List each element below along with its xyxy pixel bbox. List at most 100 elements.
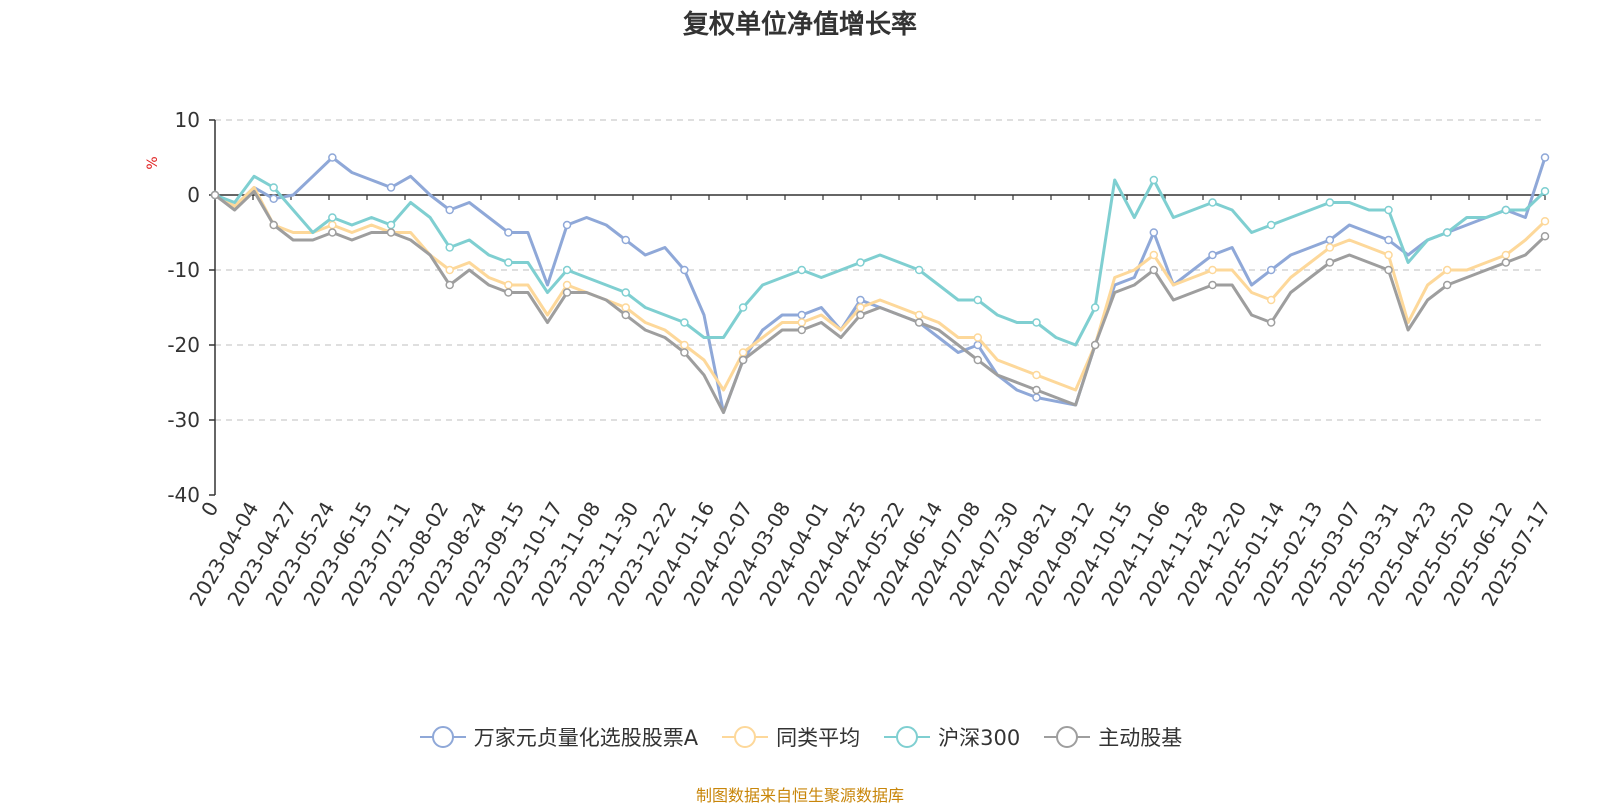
data-point — [856, 295, 865, 305]
data-point — [1325, 243, 1335, 252]
data-point — [1208, 280, 1217, 290]
series-line-2 — [214, 186, 1547, 392]
data-point — [914, 265, 924, 275]
data-point — [621, 235, 630, 245]
data-point — [1090, 340, 1100, 350]
data-point — [797, 265, 807, 275]
y-tick-label: -20 — [167, 333, 200, 357]
grid-lines — [215, 119, 1545, 421]
legend-item[interactable]: 主动股基 — [1042, 722, 1182, 752]
data-point — [1149, 250, 1159, 260]
data-point — [386, 220, 396, 230]
data-point — [1325, 258, 1335, 267]
data-point — [973, 355, 983, 365]
x-origin-label: 0 — [196, 498, 223, 521]
data-point — [328, 153, 337, 162]
legend-label: 主动股基 — [1098, 726, 1183, 750]
data-point — [269, 183, 278, 192]
data-point — [1149, 265, 1159, 275]
data-point — [1266, 265, 1276, 275]
data-point — [914, 310, 924, 320]
data-point — [269, 194, 278, 203]
data-point — [1384, 205, 1393, 215]
data-point — [797, 310, 807, 320]
data-point — [210, 190, 220, 200]
data-point — [1442, 228, 1452, 237]
data-point — [1149, 228, 1159, 237]
legend-marker-icon — [1044, 726, 1091, 748]
y-tick-label: -10 — [167, 258, 200, 282]
data-point — [856, 310, 865, 320]
data-point — [1090, 303, 1100, 312]
data-point — [621, 303, 630, 312]
data-point — [386, 228, 396, 237]
series-line-3 — [214, 174, 1547, 347]
data-point — [1032, 370, 1041, 380]
data-point — [562, 280, 572, 290]
data-point — [562, 265, 572, 275]
data-point — [1325, 235, 1335, 245]
data-point — [680, 348, 689, 357]
data-point — [1501, 250, 1511, 260]
legend-marker-icon — [884, 726, 931, 748]
data-point — [856, 258, 865, 267]
y-tick-label: -30 — [167, 408, 200, 432]
data-point — [1266, 220, 1276, 230]
y-axis-unit-label: % — [145, 156, 161, 169]
data-point — [973, 295, 983, 305]
data-point — [797, 318, 807, 327]
data-point — [1540, 153, 1550, 162]
data-point — [445, 243, 454, 252]
data-point — [621, 288, 630, 297]
data-point — [1384, 235, 1393, 245]
data-point — [1540, 232, 1550, 241]
data-point — [1149, 175, 1159, 185]
data-point — [797, 325, 807, 335]
data-point — [680, 318, 689, 327]
y-tick-label: 0 — [187, 183, 200, 207]
legend-label: 沪深300 — [938, 726, 1021, 750]
data-point — [973, 333, 983, 342]
data-point — [621, 310, 630, 320]
data-point — [445, 280, 454, 290]
data-point — [504, 258, 513, 267]
chart-title: 复权单位净值增长率 — [682, 10, 917, 40]
data-point — [328, 228, 337, 237]
data-point — [504, 288, 513, 297]
data-point — [1266, 318, 1276, 327]
data-point — [562, 288, 572, 297]
y-tick-label: 10 — [175, 108, 200, 132]
legend-item[interactable]: 万家元贞量化选股股票A — [418, 722, 698, 752]
data-point — [1325, 198, 1335, 207]
legend: 万家元贞量化选股股票A 同类平均 沪深300 主动股基 — [0, 722, 1600, 752]
data-point — [445, 265, 454, 275]
series-line-4 — [214, 189, 1547, 414]
legend-label: 同类平均 — [776, 726, 861, 750]
legend-marker-icon — [722, 726, 769, 748]
legend-marker-icon — [419, 726, 466, 748]
legend-item[interactable]: 沪深300 — [882, 722, 1020, 752]
data-point — [738, 355, 748, 365]
data-point — [856, 303, 865, 312]
data-point — [504, 228, 513, 237]
data-point — [1208, 198, 1217, 207]
data-point — [504, 280, 513, 290]
data-point — [1501, 205, 1511, 215]
data-point — [1501, 258, 1511, 267]
data-point — [1384, 265, 1393, 275]
data-point — [738, 348, 748, 357]
y-tick-label: -40 — [167, 483, 200, 507]
data-point — [445, 205, 454, 215]
data-point — [328, 220, 337, 230]
source-note: 制图数据来自恒生聚源数据库 — [695, 786, 904, 805]
data-point — [562, 220, 572, 230]
data-point — [386, 183, 396, 192]
data-point — [1384, 250, 1393, 260]
axes: 100-10-20-30-4002023-04-042023-04-272023… — [167, 108, 1555, 610]
data-point — [1032, 385, 1041, 395]
data-point — [1442, 265, 1452, 275]
legend-item[interactable]: 同类平均 — [720, 722, 860, 752]
series-lines — [210, 153, 1550, 414]
data-point — [680, 340, 689, 350]
